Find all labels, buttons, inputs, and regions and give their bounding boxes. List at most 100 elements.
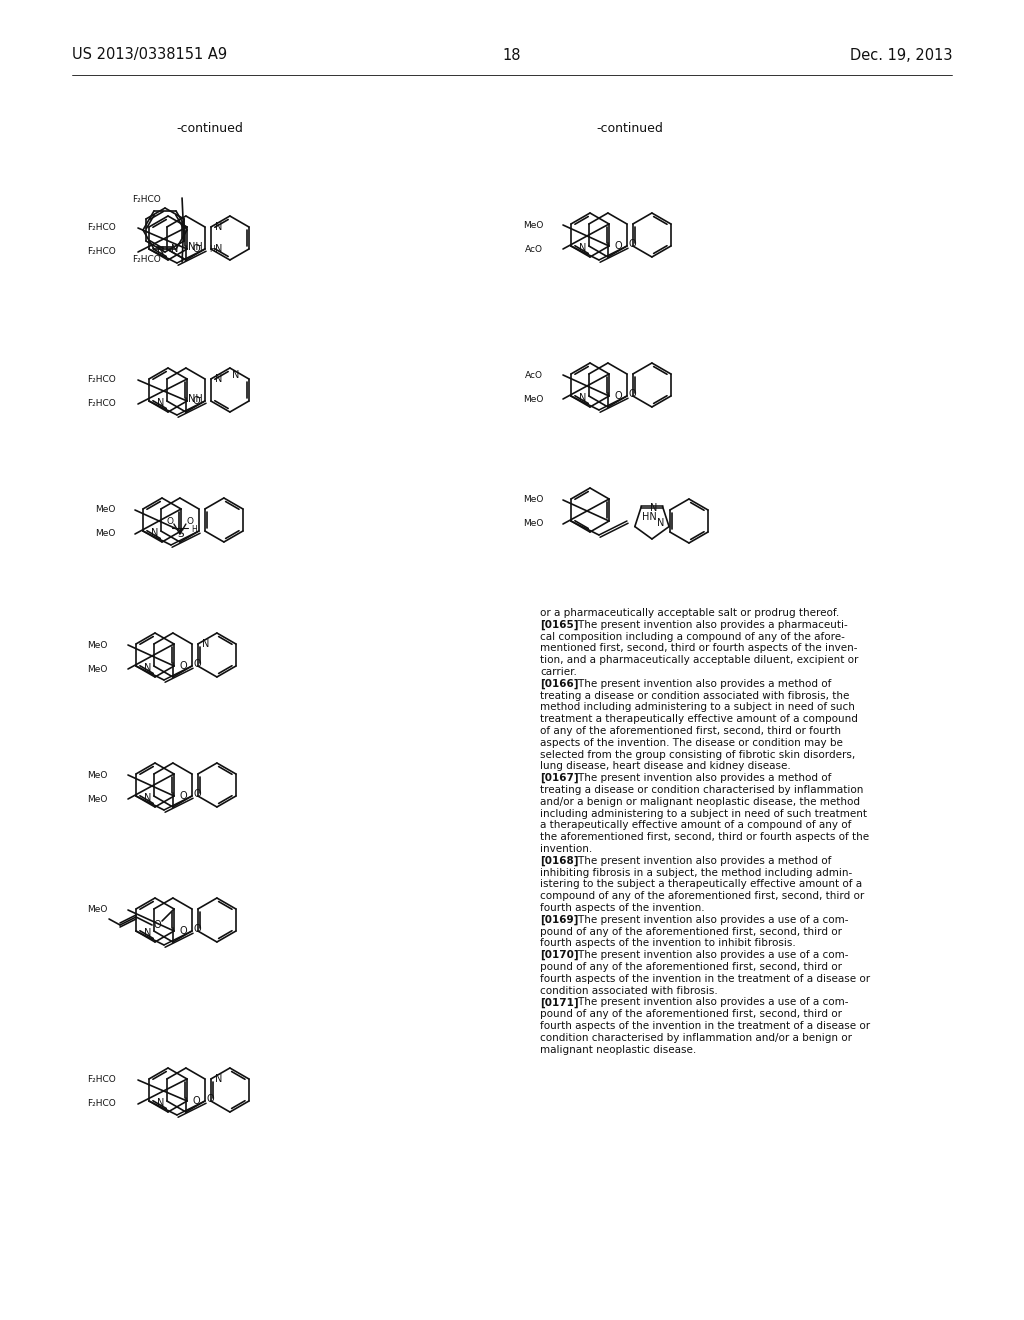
Text: mentioned first, second, third or fourth aspects of the inven-: mentioned first, second, third or fourth… xyxy=(540,643,857,653)
Text: lung disease, heart disease and kidney disease.: lung disease, heart disease and kidney d… xyxy=(540,762,791,771)
Text: inhibiting fibrosis in a subject, the method including admin-: inhibiting fibrosis in a subject, the me… xyxy=(540,867,852,878)
Text: NH: NH xyxy=(188,393,203,404)
Text: or a pharmaceutically acceptable salt or prodrug thereof.: or a pharmaceutically acceptable salt or… xyxy=(540,609,840,618)
Text: N: N xyxy=(202,639,209,649)
Text: The present invention also provides a use of a com-: The present invention also provides a us… xyxy=(565,950,849,960)
Text: pound of any of the aforementioned first, second, third or: pound of any of the aforementioned first… xyxy=(540,1010,842,1019)
Text: method including administering to a subject in need of such: method including administering to a subj… xyxy=(540,702,855,713)
Text: pound of any of the aforementioned first, second, third or: pound of any of the aforementioned first… xyxy=(540,927,842,937)
Text: tion, and a pharmaceutically acceptable diluent, excipient or: tion, and a pharmaceutically acceptable … xyxy=(540,655,858,665)
Text: HN: HN xyxy=(642,512,657,521)
Text: O: O xyxy=(629,239,637,249)
Text: MeO: MeO xyxy=(88,795,108,804)
Text: pound of any of the aforementioned first, second, third or: pound of any of the aforementioned first… xyxy=(540,962,842,972)
Text: carrier.: carrier. xyxy=(540,667,577,677)
Text: cal composition including a compound of any of the afore-: cal composition including a compound of … xyxy=(540,631,845,642)
Text: O: O xyxy=(194,924,202,935)
Text: N: N xyxy=(215,244,222,253)
Text: MeO: MeO xyxy=(522,220,543,230)
Text: [0166]: [0166] xyxy=(540,678,579,689)
Text: Dec. 19, 2013: Dec. 19, 2013 xyxy=(850,48,952,62)
Text: O: O xyxy=(193,396,201,407)
Text: O: O xyxy=(180,661,187,671)
Text: O: O xyxy=(629,389,637,399)
Text: selected from the group consisting of fibrotic skin disorders,: selected from the group consisting of fi… xyxy=(540,750,855,759)
Text: MeO: MeO xyxy=(88,906,108,915)
Text: N: N xyxy=(158,246,165,256)
Text: treatment a therapeutically effective amount of a compound: treatment a therapeutically effective am… xyxy=(540,714,858,725)
Text: MeO: MeO xyxy=(88,771,108,780)
Text: N: N xyxy=(580,393,587,403)
Text: AcO: AcO xyxy=(525,244,543,253)
Text: O: O xyxy=(180,927,187,936)
Text: [0170]: [0170] xyxy=(540,950,579,961)
Text: compound of any of the aforementioned first, second, third or: compound of any of the aforementioned fi… xyxy=(540,891,864,902)
Text: -continued: -continued xyxy=(176,121,244,135)
Text: N: N xyxy=(171,244,178,253)
Text: MeO: MeO xyxy=(94,529,115,539)
Text: F₂HCO: F₂HCO xyxy=(132,256,161,264)
Text: N: N xyxy=(158,1098,165,1107)
Text: condition characterised by inflammation and/or a benign or: condition characterised by inflammation … xyxy=(540,1032,852,1043)
Text: N: N xyxy=(152,528,159,539)
Text: [0167]: [0167] xyxy=(540,774,579,784)
Text: AcO: AcO xyxy=(525,371,543,380)
Text: O: O xyxy=(186,517,194,527)
Text: S: S xyxy=(177,529,184,539)
Text: N: N xyxy=(158,399,165,408)
Text: O: O xyxy=(193,244,201,253)
Text: fourth aspects of the invention in the treatment of a disease or: fourth aspects of the invention in the t… xyxy=(540,974,870,983)
Text: H: H xyxy=(191,525,197,535)
Text: N: N xyxy=(215,374,222,384)
Text: condition associated with fibrosis.: condition associated with fibrosis. xyxy=(540,986,718,995)
Text: The present invention also provides a use of a com-: The present invention also provides a us… xyxy=(565,998,849,1007)
Text: aspects of the invention. The disease or condition may be: aspects of the invention. The disease or… xyxy=(540,738,843,748)
Text: MeO: MeO xyxy=(522,495,543,504)
Text: O: O xyxy=(614,242,623,251)
Text: The present invention also provides a pharmaceuti-: The present invention also provides a ph… xyxy=(565,620,848,630)
Text: F₂HCO: F₂HCO xyxy=(87,375,116,384)
Text: MeO: MeO xyxy=(88,640,108,649)
Text: N: N xyxy=(144,793,152,803)
Text: invention.: invention. xyxy=(540,843,592,854)
Text: treating a disease or condition characterised by inflammation: treating a disease or condition characte… xyxy=(540,785,863,795)
Text: The present invention also provides a use of a com-: The present invention also provides a us… xyxy=(565,915,849,925)
Text: N: N xyxy=(144,928,152,939)
Text: and/or a benign or malignant neoplastic disease, the method: and/or a benign or malignant neoplastic … xyxy=(540,797,860,807)
Text: NH: NH xyxy=(188,242,203,252)
Text: F₂HCO: F₂HCO xyxy=(87,248,116,256)
Text: istering to the subject a therapeutically effective amount of a: istering to the subject a therapeuticall… xyxy=(540,879,862,890)
Text: fourth aspects of the invention.: fourth aspects of the invention. xyxy=(540,903,705,913)
Text: -continued: -continued xyxy=(597,121,664,135)
Text: N: N xyxy=(215,1074,222,1084)
Text: of any of the aforementioned first, second, third or fourth: of any of the aforementioned first, seco… xyxy=(540,726,841,737)
Text: O: O xyxy=(180,791,187,801)
Text: F₂HCO: F₂HCO xyxy=(87,1100,116,1109)
Text: N: N xyxy=(231,370,240,380)
Text: F₂HCO: F₂HCO xyxy=(87,400,116,408)
Text: N: N xyxy=(656,517,665,528)
Text: O: O xyxy=(154,920,161,931)
Text: treating a disease or condition associated with fibrosis, the: treating a disease or condition associat… xyxy=(540,690,849,701)
Text: H: H xyxy=(209,244,215,253)
Text: N: N xyxy=(650,503,657,513)
Text: The present invention also provides a method of: The present invention also provides a me… xyxy=(565,774,831,783)
Text: N: N xyxy=(215,222,222,232)
Text: The present invention also provides a method of: The present invention also provides a me… xyxy=(565,855,831,866)
Text: malignant neoplastic disease.: malignant neoplastic disease. xyxy=(540,1044,696,1055)
Text: F₂HCO: F₂HCO xyxy=(132,195,161,205)
Text: The present invention also provides a method of: The present invention also provides a me… xyxy=(565,678,831,689)
Text: fourth aspects of the invention to inhibit fibrosis.: fourth aspects of the invention to inhib… xyxy=(540,939,796,948)
Text: [0165]: [0165] xyxy=(540,620,579,630)
Text: MeO: MeO xyxy=(522,395,543,404)
Text: F₂HCO: F₂HCO xyxy=(87,1076,116,1085)
Text: [0168]: [0168] xyxy=(540,855,579,866)
Text: F₂HCO: F₂HCO xyxy=(87,223,116,232)
Text: O: O xyxy=(194,659,202,669)
Text: including administering to a subject in need of such treatment: including administering to a subject in … xyxy=(540,809,867,818)
Text: O: O xyxy=(193,1096,201,1106)
Text: a therapeutically effective amount of a compound of any of: a therapeutically effective amount of a … xyxy=(540,821,851,830)
Text: O: O xyxy=(207,1094,215,1104)
Text: [0169]: [0169] xyxy=(540,915,579,925)
Text: [0171]: [0171] xyxy=(540,998,579,1007)
